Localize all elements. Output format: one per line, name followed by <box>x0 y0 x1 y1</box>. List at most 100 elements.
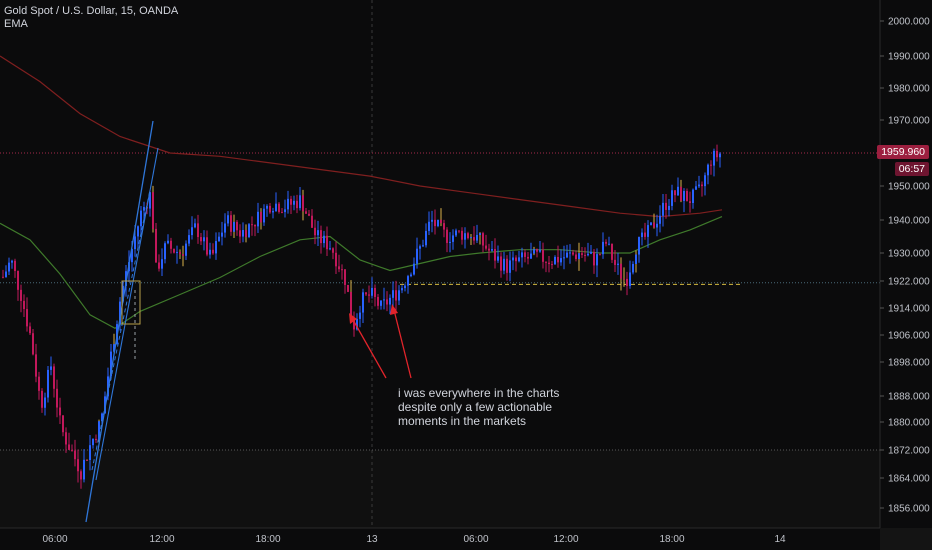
candle-body <box>404 285 406 289</box>
candle-body <box>545 261 547 263</box>
chart-annotation-text[interactable]: i was everywhere in the charts despite o… <box>398 386 598 428</box>
candle-body <box>617 263 619 265</box>
candle-body <box>713 150 715 166</box>
axis-corner <box>880 528 932 550</box>
candle-body <box>230 215 232 232</box>
candle-body <box>380 300 382 306</box>
candle-body <box>605 241 607 244</box>
candle-body <box>503 258 505 271</box>
candle-body <box>65 432 67 445</box>
candle-body <box>560 258 562 263</box>
candle-body <box>515 257 517 262</box>
candle-body <box>134 236 136 250</box>
candle-body <box>680 186 682 201</box>
symbol-title[interactable]: Gold Spot / U.S. Dollar, 15, OANDA <box>4 5 179 17</box>
price-levels <box>0 152 880 451</box>
candle-body <box>401 288 403 291</box>
candle-body <box>716 150 718 158</box>
candle-body <box>308 213 310 216</box>
candle-body <box>248 224 250 238</box>
candle-body <box>209 249 211 255</box>
candle-body <box>323 235 325 244</box>
candle-body <box>233 221 235 232</box>
candle-body <box>635 254 637 265</box>
candle-body <box>542 249 544 262</box>
candle-body <box>551 264 553 266</box>
candle-body <box>305 211 307 214</box>
candle-body <box>647 225 649 237</box>
indicator-label[interactable]: EMA <box>4 18 28 30</box>
price-tick-label: 1990.000 <box>888 52 930 63</box>
candle-body <box>350 291 352 319</box>
candle-body <box>311 215 313 228</box>
candle-body <box>215 241 217 254</box>
candle-body <box>269 205 271 213</box>
candle-body <box>452 235 454 242</box>
annotation-line: despite only a few actionable <box>398 400 553 414</box>
candle-body <box>122 285 124 302</box>
candle-body <box>89 445 91 460</box>
candle-body <box>365 292 367 295</box>
candle-body <box>293 200 295 205</box>
annotation-arrow <box>351 317 387 379</box>
candle-body <box>377 296 379 306</box>
candle-body <box>569 252 571 254</box>
candle-body <box>539 249 541 252</box>
candle-body <box>254 224 256 227</box>
candle-body <box>530 253 532 259</box>
candle-body <box>497 256 499 261</box>
time-tick-label: 12:00 <box>553 534 578 545</box>
price-tick-label: 1898.000 <box>888 358 930 369</box>
candle-body <box>185 243 187 256</box>
candle-body <box>173 248 175 253</box>
candle-body <box>434 219 436 227</box>
candle-body <box>302 195 304 212</box>
time-tick-label: 06:00 <box>42 534 67 545</box>
candle-body <box>674 190 676 196</box>
candle-body <box>335 252 337 267</box>
candle-body <box>671 190 673 206</box>
candle-body <box>53 366 55 389</box>
annotation-arrow <box>393 309 412 379</box>
candle-body <box>473 237 475 241</box>
candle-body <box>698 184 700 187</box>
candle-body <box>428 221 430 231</box>
candle-body <box>611 243 613 260</box>
candle-body <box>266 205 268 209</box>
candle-body <box>260 211 262 223</box>
arrowhead <box>349 313 357 324</box>
price-tick-label: 1980.000 <box>888 84 930 95</box>
candle-body <box>554 256 556 265</box>
candle-body <box>80 471 82 480</box>
candle-body <box>251 224 253 226</box>
candle-body <box>461 230 463 240</box>
candle-body <box>17 270 19 290</box>
candle-body <box>299 195 301 209</box>
price-tick-label: 1940.000 <box>888 216 930 227</box>
candle-body <box>86 459 88 461</box>
time-axis: 06:00 12:00 18:00 13 06:00 12:00 18:00 14 <box>0 527 880 545</box>
candle-body <box>593 251 595 266</box>
candle-body <box>386 299 388 305</box>
candle-body <box>203 237 205 242</box>
candle-body <box>587 253 589 256</box>
candle-body <box>11 260 13 263</box>
candle-body <box>29 326 31 334</box>
candle-body <box>464 233 466 240</box>
candle-body <box>659 215 661 224</box>
candle-body <box>665 202 667 210</box>
candle-body <box>158 262 160 269</box>
candle-body <box>626 278 628 286</box>
price-axis: 2000.000 1990.000 1980.000 1970.000 1950.000… <box>879 0 932 550</box>
candle-body <box>584 254 586 256</box>
price-tick-label: 1872.000 <box>888 446 930 457</box>
price-tick-label: 1888.000 <box>888 392 930 403</box>
ema-fast-line <box>0 216 723 330</box>
candle-body <box>23 300 25 310</box>
candle-body <box>557 256 559 263</box>
candle-body <box>71 449 73 451</box>
candle-body <box>47 369 49 398</box>
candle-body <box>389 297 391 305</box>
candle-body <box>491 248 493 251</box>
